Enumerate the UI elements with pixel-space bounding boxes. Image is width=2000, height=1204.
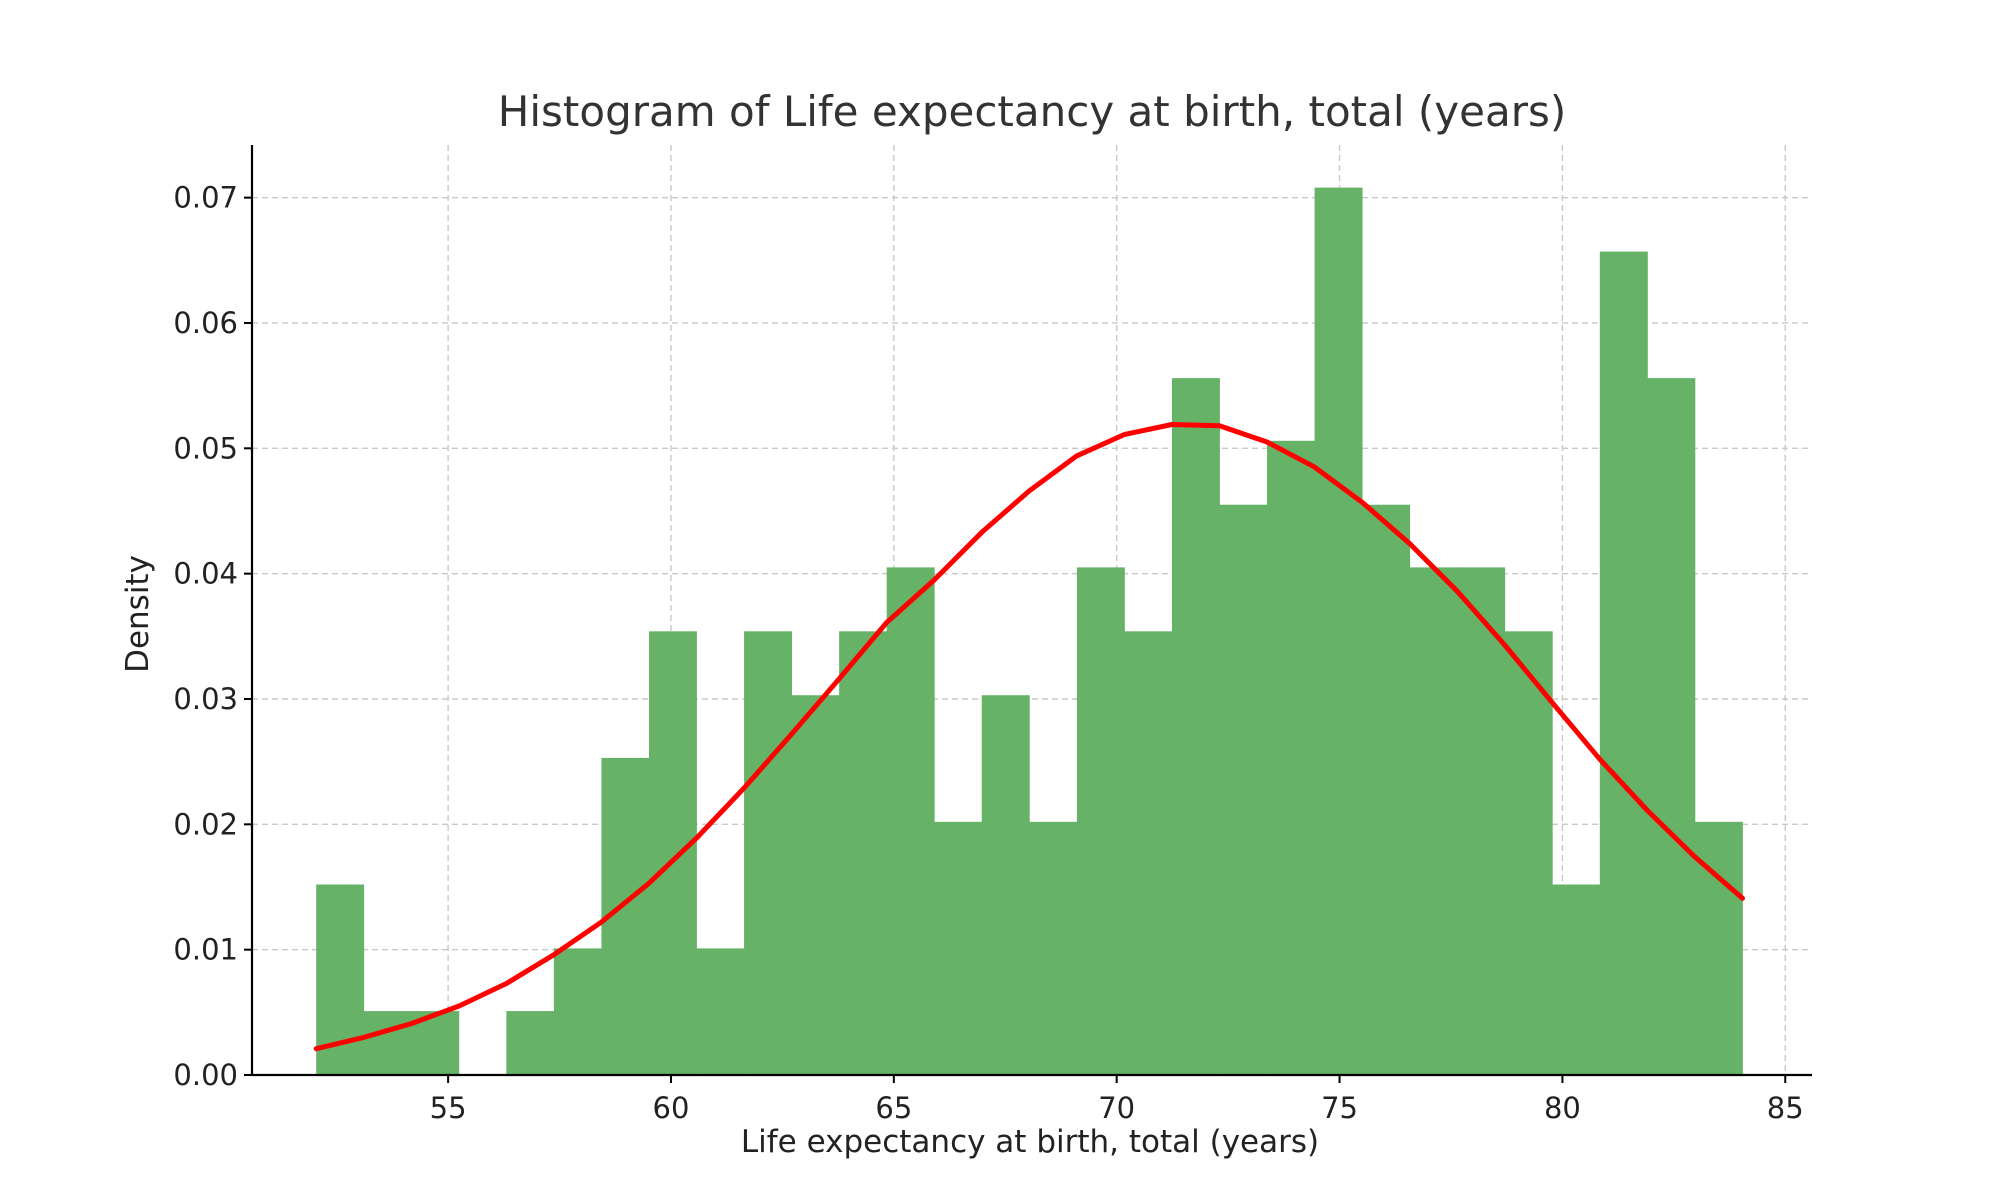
histogram-bar	[791, 695, 840, 1075]
y-tick-label: 0.06	[173, 306, 238, 340]
density-curve	[313, 422, 1745, 1052]
y-tick-label: 0.00	[173, 1058, 238, 1092]
x-tick-label: 60	[653, 1091, 690, 1125]
histogram-bar	[1647, 378, 1696, 1075]
y-tick-label: 0.04	[173, 557, 238, 591]
x-tick-label: 80	[1544, 1091, 1581, 1125]
x-tick-label: 70	[1098, 1091, 1135, 1125]
histogram-bar	[1409, 567, 1458, 1075]
x-axis-label: Life expectancy at birth, total (years)	[741, 1124, 1319, 1160]
x-tick-label: 55	[430, 1091, 467, 1125]
x-tick-label: 85	[1767, 1091, 1804, 1125]
x-tick-label: 65	[875, 1091, 912, 1125]
histogram-bar	[1267, 440, 1315, 1075]
bars-layer	[316, 187, 1743, 1076]
axes-layer	[250, 145, 1812, 1077]
y-tick-label: 0.02	[173, 807, 238, 841]
histogram-bar	[1599, 251, 1648, 1076]
histogram-bar	[934, 821, 983, 1075]
ticks-layer: 55 60 65 70 75 80 85 0.00 0.01 0.02 0.03 0.04 0.05 0.…	[173, 181, 1803, 1125]
chart-title: Histogram of Life expectancy at birth, t…	[498, 87, 1566, 136]
histogram-bar	[1457, 567, 1506, 1075]
histogram-bar	[1171, 378, 1220, 1075]
y-tick-label: 0.03	[173, 682, 238, 716]
curve-layer	[313, 422, 1745, 1052]
histogram-bar	[1552, 884, 1601, 1075]
histogram-bar	[1504, 631, 1553, 1075]
x-tick-label: 75	[1321, 1091, 1358, 1125]
histogram-bar	[1029, 821, 1078, 1075]
histogram-bar	[1314, 187, 1363, 1075]
y-tick-label: 0.05	[173, 431, 238, 465]
y-tick-label: 0.01	[173, 933, 238, 967]
histogram-bar	[1694, 821, 1743, 1075]
histogram-bar	[553, 948, 602, 1075]
histogram-bar	[1076, 567, 1125, 1075]
histogram-bar	[1362, 504, 1411, 1075]
histogram-bar	[839, 631, 888, 1075]
histogram-bar	[1219, 504, 1268, 1075]
y-tick-label: 0.07	[173, 181, 238, 215]
histogram-bar	[648, 631, 697, 1075]
histogram-bar	[696, 948, 745, 1075]
histogram-bar	[1124, 631, 1173, 1075]
y-axis-label: Density	[120, 555, 156, 673]
histogram-bar	[363, 1011, 412, 1075]
histogram-bar	[744, 631, 793, 1075]
histogram-bar	[506, 1011, 555, 1075]
histogram-bar	[981, 695, 1030, 1075]
histogram-bar	[886, 567, 935, 1075]
